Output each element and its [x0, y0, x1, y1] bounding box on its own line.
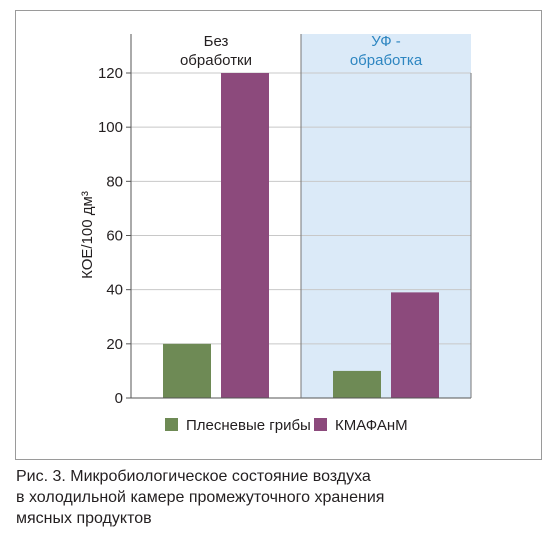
legend-label: Плесневые грибы: [186, 417, 311, 434]
caption-line-3: мясных продуктов: [16, 510, 152, 527]
bar-chart: 0 20 40 60 80 100 120 Без обработки УФ - обработка…: [79, 33, 472, 434]
bar: [163, 343, 211, 398]
caption-line-1: Рис. 3. Микробиологическое состояние воз…: [16, 468, 371, 485]
bar: [333, 370, 381, 398]
caption-line-2: в холодильной камере промежуточного хран…: [16, 489, 385, 506]
y-tick-label: 120: [98, 65, 123, 82]
y-tick-label: 40: [106, 282, 123, 299]
legend-swatch: [165, 418, 178, 431]
group-label: обработка: [350, 52, 423, 69]
y-tick-label: 80: [106, 173, 123, 190]
group-label: обработки: [180, 52, 252, 69]
y-tick-label: 60: [106, 228, 123, 245]
bar: [221, 73, 269, 398]
y-tick-label: 0: [115, 390, 123, 407]
highlight-region: [301, 34, 471, 398]
group-label: УФ -: [371, 33, 401, 50]
group-label: Без: [204, 33, 229, 50]
y-tick-label: 20: [106, 336, 123, 353]
legend-swatch: [314, 418, 327, 431]
figure-caption: Рис. 3. Микробиологическое состояние воз…: [16, 466, 536, 529]
y-axis-label: КОЕ/100 дм³: [79, 191, 96, 279]
legend-label: КМАФАнМ: [335, 417, 408, 434]
bar: [391, 292, 439, 398]
y-tick-label: 100: [98, 119, 123, 136]
